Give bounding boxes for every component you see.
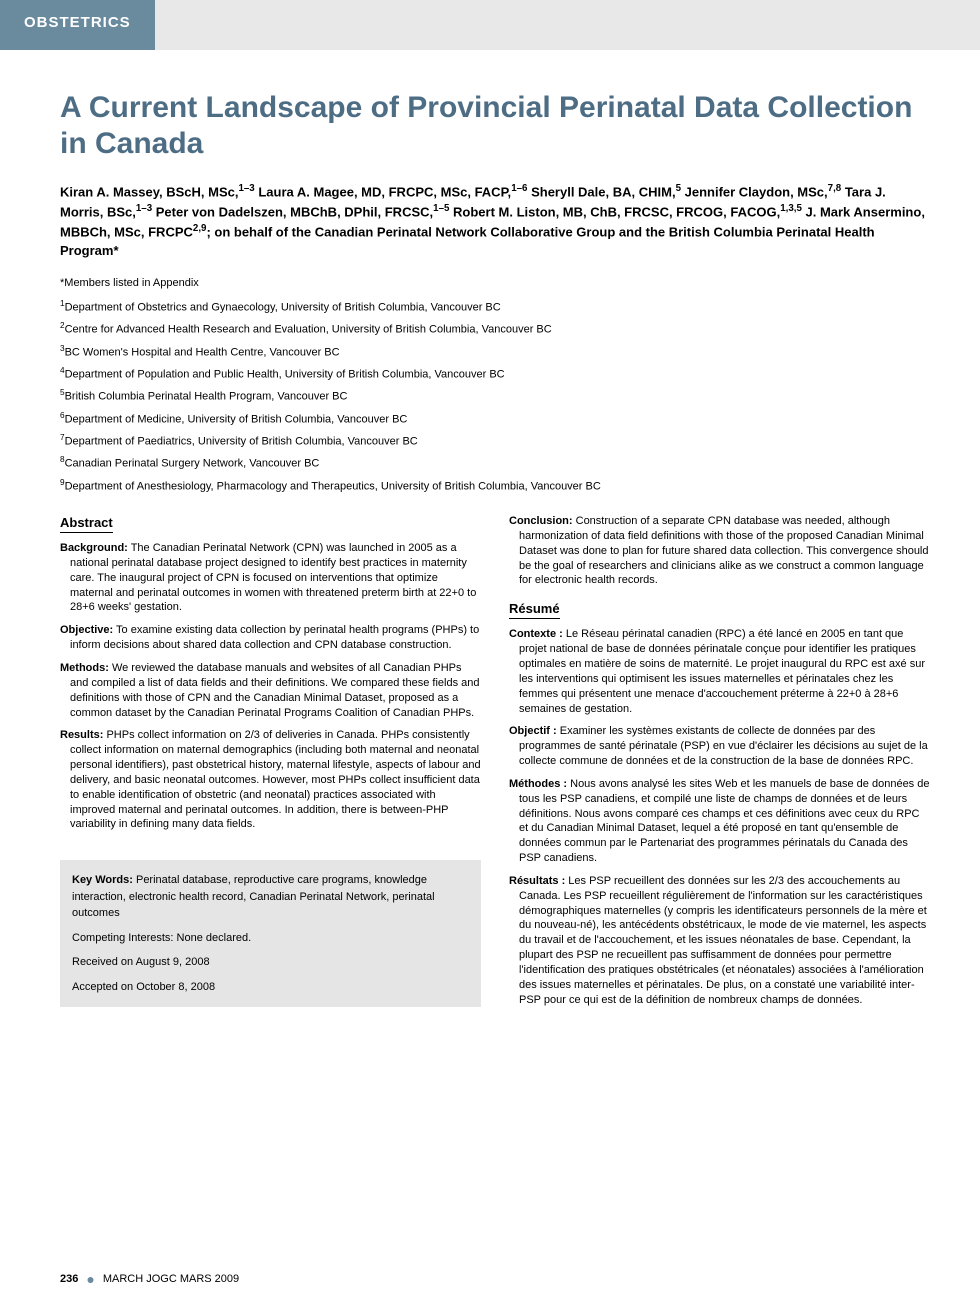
- affiliation-item: 4Department of Population and Public Hea…: [60, 364, 930, 384]
- two-column-layout: Abstract Background: The Canadian Perina…: [60, 514, 930, 1015]
- right-column: Conclusion: Construction of a separate C…: [509, 514, 930, 1015]
- abstract-item-text: PHPs collect information on 2/3 of deliv…: [70, 729, 481, 830]
- affiliation-item: 2Centre for Advanced Health Research and…: [60, 319, 930, 339]
- affiliation-item: 8Canadian Perinatal Surgery Network, Van…: [60, 453, 930, 473]
- keywords-box: Key Words: Perinatal database, reproduct…: [60, 860, 481, 1007]
- abstract-item-text: Les PSP recueillent des données sur les …: [519, 875, 927, 1006]
- conclusion-text: Construction of a separate CPN database …: [519, 515, 929, 586]
- abstract-items: Background: The Canadian Perinatal Netwo…: [60, 541, 481, 832]
- abstract-item-label: Contexte :: [509, 628, 563, 640]
- left-column: Abstract Background: The Canadian Perina…: [60, 514, 481, 1015]
- affiliation-item: 6Department of Medicine, University of B…: [60, 409, 930, 429]
- abstract-item-label: Results:: [60, 729, 103, 741]
- keywords-line: Key Words: Perinatal database, reproduct…: [72, 872, 469, 922]
- abstract-item-text: The Canadian Perinatal Network (CPN) was…: [70, 542, 476, 613]
- article-title: A Current Landscape of Provincial Perina…: [60, 90, 930, 162]
- resume-heading: Résumé: [509, 601, 560, 619]
- abstract-item-label: Background:: [60, 542, 128, 554]
- affiliations-list: 1Department of Obstetrics and Gynaecolog…: [60, 297, 930, 496]
- abstract-item-text: Examiner les systèmes existants de colle…: [519, 725, 928, 767]
- footer-dot-icon: ●: [86, 1271, 94, 1287]
- abstract-item-text: Le Réseau périnatal canadien (RPC) a été…: [519, 628, 925, 714]
- abstract-item-label: Méthodes :: [509, 778, 567, 790]
- abstract-heading: Abstract: [60, 515, 113, 533]
- abstract-item: Objectif : Examiner les systèmes existan…: [509, 724, 930, 769]
- affiliation-item: 1Department of Obstetrics and Gynaecolog…: [60, 297, 930, 317]
- category-tab: OBSTETRICS: [0, 0, 155, 50]
- abstract-item: Background: The Canadian Perinatal Netwo…: [60, 541, 481, 615]
- page-footer: 236 ● MARCH JOGC MARS 2009: [60, 1271, 239, 1287]
- keywords-label: Key Words:: [72, 874, 133, 886]
- conclusion-label: Conclusion:: [509, 515, 573, 527]
- issue-info: MARCH JOGC MARS 2009: [103, 1273, 239, 1285]
- abstract-item-text: Nous avons analysé les sites Web et les …: [519, 778, 929, 864]
- conclusion-item: Conclusion: Construction of a separate C…: [509, 514, 930, 588]
- abstract-item: Contexte : Le Réseau périnatal canadien …: [509, 627, 930, 716]
- affiliation-item: 3BC Women's Hospital and Health Centre, …: [60, 342, 930, 362]
- affiliation-item: 9Department of Anesthesiology, Pharmacol…: [60, 476, 930, 496]
- competing-interests: Competing Interests: None declared.: [72, 930, 469, 947]
- header-spacer: [155, 0, 980, 50]
- abstract-item-text: We reviewed the database manuals and web…: [70, 662, 479, 719]
- abstract-item-label: Objectif :: [509, 725, 557, 737]
- abstract-item-label: Objective:: [60, 624, 113, 636]
- abstract-item-label: Résultats :: [509, 875, 565, 887]
- received-date: Received on August 9, 2008: [72, 954, 469, 971]
- abstract-item: Results: PHPs collect information on 2/3…: [60, 728, 481, 832]
- accepted-date: Accepted on October 8, 2008: [72, 979, 469, 996]
- abstract-item-label: Methods:: [60, 662, 109, 674]
- affiliation-item: 7Department of Paediatrics, University o…: [60, 431, 930, 451]
- header-band: OBSTETRICS: [0, 0, 980, 50]
- abstract-section: Abstract Background: The Canadian Perina…: [60, 514, 481, 832]
- authors-block: Kiran A. Massey, BScH, MSc,1–3 Laura A. …: [60, 182, 930, 261]
- affiliation-item: 5British Columbia Perinatal Health Progr…: [60, 386, 930, 406]
- resume-items: Contexte : Le Réseau périnatal canadien …: [509, 627, 930, 1007]
- page-content: A Current Landscape of Provincial Perina…: [0, 50, 980, 1036]
- abstract-item-text: To examine existing data collection by p…: [70, 624, 479, 651]
- abstract-item: Methods: We reviewed the database manual…: [60, 661, 481, 720]
- resume-section: Résumé Contexte : Le Réseau périnatal ca…: [509, 600, 930, 1007]
- abstract-item: Résultats : Les PSP recueillent des donn…: [509, 874, 930, 1008]
- page-number: 236: [60, 1273, 78, 1285]
- appendix-note: *Members listed in Appendix: [60, 277, 930, 289]
- abstract-item: Objective: To examine existing data coll…: [60, 623, 481, 653]
- abstract-item: Méthodes : Nous avons analysé les sites …: [509, 777, 930, 866]
